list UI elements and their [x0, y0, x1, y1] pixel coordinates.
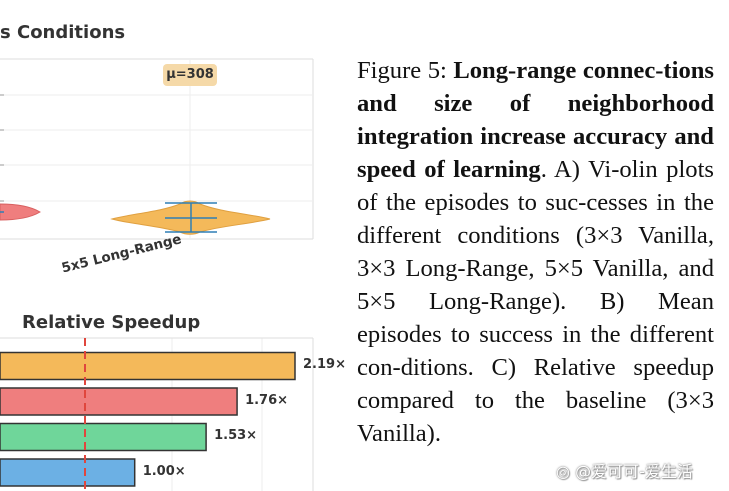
speedup-bar: [0, 422, 207, 452]
figure-panels: s Conditions: [0, 0, 350, 491]
speedup-bar: [0, 387, 238, 416]
figure-graphics: [0, 58, 314, 491]
speedup-bar: [0, 458, 136, 487]
weibo-icon: ◎: [556, 462, 570, 481]
bar-label: 1.00×: [142, 463, 186, 479]
bar-label: 2.19×: [303, 357, 346, 372]
violin-panel-title: s Conditions: [0, 22, 126, 43]
figure-caption: Figure 5: Long-range connec-tions and si…: [357, 54, 714, 450]
speedup-panel-title: Relative Speedup: [22, 312, 201, 333]
violin-plot-area: [0, 58, 314, 240]
caption-rest: . A) Vi-olin plots of the episodes to su…: [357, 156, 714, 447]
caption-bold: Long-range connec-tions and size of neig…: [357, 57, 714, 183]
bar-label: 1.53×: [214, 428, 258, 443]
mean-badge: μ=308: [163, 64, 217, 86]
watermark: ◎ @爱可可-爱生活: [556, 458, 693, 482]
speedup-bars: [0, 351, 296, 487]
violin-partial-red: [0, 203, 41, 221]
watermark-text: @爱可可-爱生活: [575, 462, 693, 481]
speedup-bar: [0, 351, 296, 381]
violin-5x5-errorbar: [165, 202, 217, 233]
bar-label: 1.76×: [245, 392, 289, 408]
caption-lead: Figure 5:: [357, 57, 447, 84]
